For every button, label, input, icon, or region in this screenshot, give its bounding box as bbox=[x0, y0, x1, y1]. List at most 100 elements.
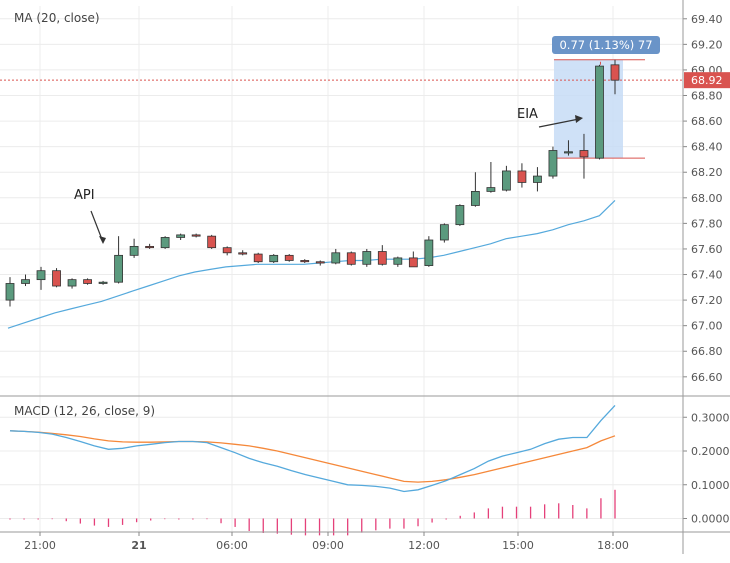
macd-y-tick-label: 0.1000 bbox=[691, 479, 730, 492]
x-tick-label: 21:00 bbox=[24, 539, 56, 552]
price-y-tick-label: 68.00 bbox=[691, 192, 723, 205]
price-y-tick-label: 68.80 bbox=[691, 90, 723, 103]
candle[interactable] bbox=[129, 238, 139, 258]
candle[interactable] bbox=[502, 165, 511, 192]
candle-body bbox=[21, 279, 30, 284]
candle[interactable] bbox=[160, 236, 170, 249]
candle[interactable] bbox=[238, 250, 248, 256]
candle[interactable] bbox=[470, 172, 480, 207]
macd-y-tick-label: 0.0000 bbox=[691, 513, 730, 526]
candle[interactable] bbox=[408, 251, 418, 268]
candle[interactable] bbox=[377, 245, 387, 266]
candle-body bbox=[377, 251, 387, 265]
price-y-tick-label: 67.00 bbox=[691, 320, 723, 333]
price-y-tick-label: 67.40 bbox=[691, 269, 723, 282]
candle-body bbox=[145, 245, 155, 249]
price-y-tick-label: 68.40 bbox=[691, 141, 723, 154]
candle-body bbox=[300, 260, 310, 263]
x-tick-label: 21 bbox=[131, 539, 146, 552]
candle[interactable] bbox=[36, 266, 46, 290]
candle-body bbox=[408, 257, 418, 268]
candle-body bbox=[502, 170, 511, 191]
candle[interactable] bbox=[579, 133, 589, 179]
candle[interactable] bbox=[269, 254, 279, 264]
candle-body bbox=[207, 235, 217, 249]
price-y-tick-label: 66.80 bbox=[691, 345, 723, 358]
x-tick-label: 09:00 bbox=[312, 539, 344, 552]
candle[interactable] bbox=[52, 268, 61, 288]
x-tick-label: 18:00 bbox=[597, 539, 629, 552]
candle-body bbox=[98, 281, 108, 284]
price-pane[interactable]: API EIA 0.77 (1.13%) 77 bbox=[0, 36, 683, 329]
candle[interactable] bbox=[595, 64, 604, 160]
candle-body bbox=[269, 254, 279, 263]
candle-body bbox=[36, 270, 46, 281]
candle[interactable] bbox=[145, 243, 155, 249]
candle[interactable] bbox=[207, 234, 217, 249]
annotation-api-arrowhead bbox=[99, 236, 106, 244]
candle[interactable] bbox=[5, 277, 15, 307]
candle-body bbox=[83, 279, 92, 284]
candle[interactable] bbox=[393, 256, 403, 267]
candle[interactable] bbox=[331, 248, 341, 265]
x-tick-label: 06:00 bbox=[216, 539, 248, 552]
candle-body bbox=[393, 257, 403, 265]
candle[interactable] bbox=[114, 236, 123, 284]
candle-body bbox=[160, 237, 170, 249]
price-y-tick-label: 68.20 bbox=[691, 166, 723, 179]
price-y-tick-label: 69.20 bbox=[691, 38, 723, 51]
last-price-label: 68.92 bbox=[691, 74, 723, 87]
candle[interactable] bbox=[439, 223, 449, 243]
candle-body bbox=[470, 191, 480, 206]
measure-label: 0.77 (1.13%) 77 bbox=[559, 38, 652, 52]
candle-body bbox=[362, 251, 372, 265]
candle-body bbox=[564, 151, 573, 154]
candle[interactable] bbox=[98, 280, 108, 285]
candle-body bbox=[486, 187, 496, 192]
price-y-tick-label: 68.60 bbox=[691, 115, 723, 128]
candle[interactable] bbox=[21, 274, 30, 287]
candle[interactable] bbox=[346, 251, 356, 266]
macd-y-tick-label: 0.2000 bbox=[691, 445, 730, 458]
candle[interactable] bbox=[284, 254, 294, 262]
candle[interactable] bbox=[176, 233, 186, 240]
candle[interactable] bbox=[548, 146, 558, 179]
price-y-tick-label: 67.20 bbox=[691, 294, 723, 307]
measure-label-bg bbox=[552, 36, 660, 54]
candle[interactable] bbox=[253, 252, 263, 264]
candle[interactable] bbox=[564, 140, 573, 156]
candle-body bbox=[253, 253, 263, 263]
candle[interactable] bbox=[67, 278, 77, 289]
candle-body bbox=[176, 234, 186, 238]
candle-body bbox=[610, 64, 620, 81]
candle-body bbox=[517, 170, 527, 183]
candle[interactable] bbox=[83, 278, 92, 285]
annotation-eia: EIA bbox=[517, 107, 538, 122]
candle[interactable] bbox=[533, 167, 542, 192]
candle[interactable] bbox=[610, 59, 620, 95]
candle[interactable] bbox=[300, 259, 310, 264]
candle-body bbox=[346, 252, 356, 265]
candle-body bbox=[331, 252, 341, 264]
candle-body bbox=[533, 175, 542, 183]
candle-body bbox=[595, 65, 604, 159]
candle[interactable] bbox=[362, 248, 372, 267]
macd-indicator-label: MACD (12, 26, close, 9) bbox=[14, 404, 155, 418]
candle[interactable] bbox=[424, 236, 434, 267]
candle[interactable] bbox=[455, 204, 465, 226]
candle-body bbox=[114, 254, 123, 283]
price-indicator-label: MA (20, close) bbox=[14, 11, 100, 25]
candle[interactable] bbox=[486, 162, 496, 193]
price-y-tick-label: 69.40 bbox=[691, 13, 723, 26]
signal-line bbox=[9, 430, 616, 483]
candle[interactable] bbox=[315, 260, 325, 266]
candle[interactable] bbox=[222, 246, 232, 256]
candle[interactable] bbox=[517, 163, 527, 188]
ma-line bbox=[7, 199, 616, 329]
macd-pane[interactable] bbox=[9, 404, 616, 536]
x-tick-label: 15:00 bbox=[502, 539, 534, 552]
candle-body bbox=[191, 234, 201, 237]
candle[interactable] bbox=[191, 233, 201, 238]
